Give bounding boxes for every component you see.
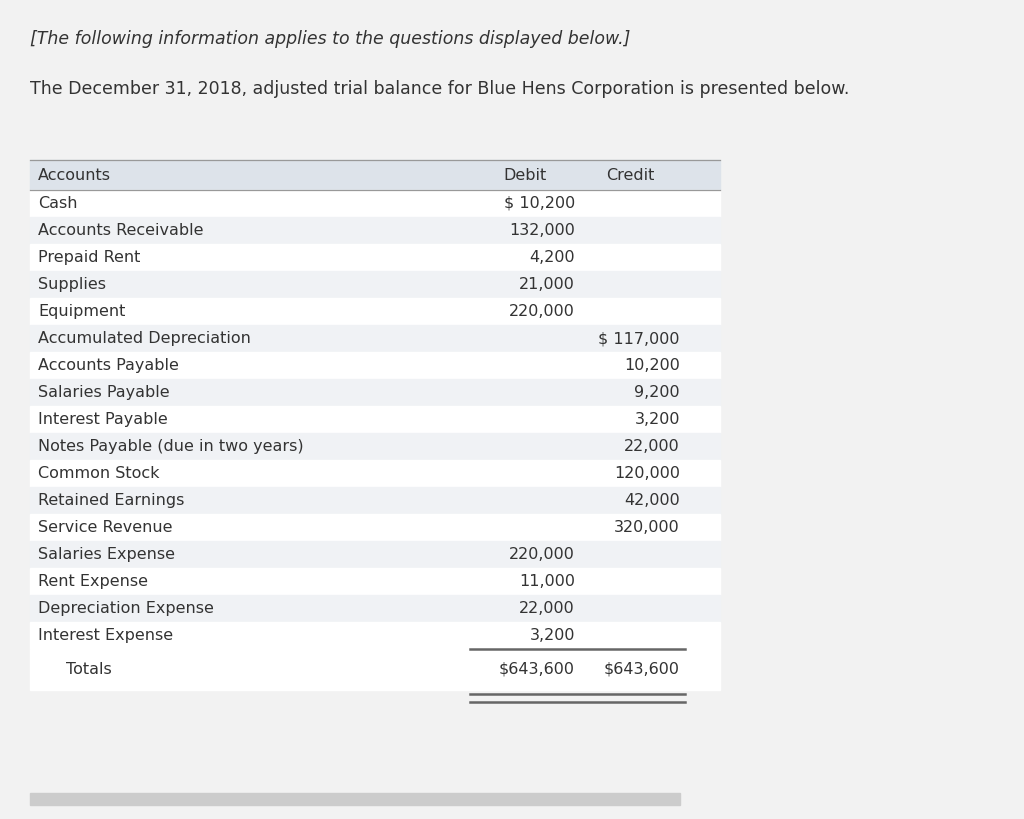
- Text: Salaries Expense: Salaries Expense: [38, 547, 175, 562]
- Text: 132,000: 132,000: [509, 223, 575, 238]
- Bar: [30, 595, 720, 622]
- Text: 9,200: 9,200: [635, 385, 680, 400]
- Text: The December 31, 2018, adjusted trial balance for Blue Hens Corporation is prese: The December 31, 2018, adjusted trial ba…: [30, 80, 849, 98]
- Text: Prepaid Rent: Prepaid Rent: [38, 250, 140, 265]
- Text: 120,000: 120,000: [614, 466, 680, 481]
- Text: 22,000: 22,000: [519, 601, 575, 616]
- Text: Salaries Payable: Salaries Payable: [38, 385, 170, 400]
- Text: 320,000: 320,000: [614, 520, 680, 535]
- Text: $ 117,000: $ 117,000: [598, 331, 680, 346]
- Text: Rent Expense: Rent Expense: [38, 574, 148, 589]
- Bar: [30, 406, 720, 433]
- Bar: [30, 352, 720, 379]
- Text: 220,000: 220,000: [509, 304, 575, 319]
- Bar: [30, 514, 720, 541]
- Text: Notes Payable (due in two years): Notes Payable (due in two years): [38, 439, 304, 454]
- Bar: [30, 271, 720, 298]
- Text: Service Revenue: Service Revenue: [38, 520, 172, 535]
- Bar: [30, 244, 720, 271]
- Text: Equipment: Equipment: [38, 304, 125, 319]
- Bar: [30, 217, 720, 244]
- Text: Depreciation Expense: Depreciation Expense: [38, 601, 214, 616]
- Text: 22,000: 22,000: [625, 439, 680, 454]
- Bar: [30, 460, 720, 487]
- Text: $643,600: $643,600: [604, 662, 680, 676]
- Text: 4,200: 4,200: [529, 250, 575, 265]
- Text: Accumulated Depreciation: Accumulated Depreciation: [38, 331, 251, 346]
- Text: Cash: Cash: [38, 196, 78, 211]
- Text: Common Stock: Common Stock: [38, 466, 160, 481]
- Text: Interest Payable: Interest Payable: [38, 412, 168, 427]
- Text: Credit: Credit: [606, 168, 654, 183]
- Bar: [30, 325, 720, 352]
- Text: [The following information applies to the questions displayed below.]: [The following information applies to th…: [30, 30, 631, 48]
- Bar: [30, 487, 720, 514]
- Text: 220,000: 220,000: [509, 547, 575, 562]
- Bar: [30, 298, 720, 325]
- Bar: [30, 190, 720, 217]
- Text: 11,000: 11,000: [519, 574, 575, 589]
- Bar: [30, 160, 720, 190]
- Text: Interest Expense: Interest Expense: [38, 628, 173, 643]
- Text: 3,200: 3,200: [529, 628, 575, 643]
- Text: Totals: Totals: [66, 662, 112, 676]
- Bar: [30, 568, 720, 595]
- Bar: [30, 649, 720, 690]
- Text: Accounts Receivable: Accounts Receivable: [38, 223, 204, 238]
- Text: Accounts: Accounts: [38, 168, 111, 183]
- Text: 3,200: 3,200: [635, 412, 680, 427]
- Text: Supplies: Supplies: [38, 277, 106, 292]
- Text: Accounts Payable: Accounts Payable: [38, 358, 179, 373]
- Text: $ 10,200: $ 10,200: [504, 196, 575, 211]
- Text: $643,600: $643,600: [499, 662, 575, 676]
- Bar: [30, 541, 720, 568]
- Bar: [30, 379, 720, 406]
- Text: 21,000: 21,000: [519, 277, 575, 292]
- Bar: [30, 622, 720, 649]
- Text: 42,000: 42,000: [625, 493, 680, 508]
- Text: Debit: Debit: [504, 168, 547, 183]
- Text: 10,200: 10,200: [624, 358, 680, 373]
- Bar: [30, 793, 680, 805]
- Bar: [30, 433, 720, 460]
- Text: Retained Earnings: Retained Earnings: [38, 493, 184, 508]
